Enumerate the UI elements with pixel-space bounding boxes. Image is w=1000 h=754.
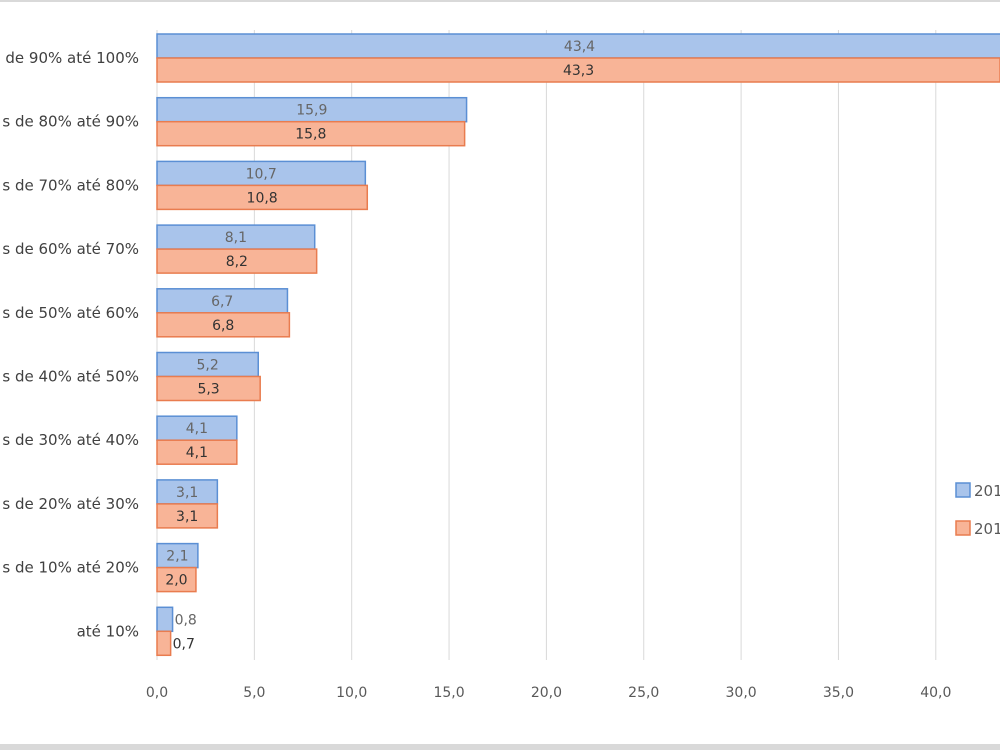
bar xyxy=(156,566,197,593)
x-tick-label: 20,0 xyxy=(531,685,562,701)
bar xyxy=(156,415,238,441)
x-tick-label: 5,0 xyxy=(243,685,265,701)
legend-label: 201 xyxy=(974,482,1000,500)
frame-top-border xyxy=(0,0,1000,2)
data-label: 6,7 xyxy=(211,294,233,310)
category-label: s de 30% até 40% xyxy=(2,431,139,449)
data-label: 8,1 xyxy=(225,230,247,246)
category-label: s de 40% até 50% xyxy=(2,368,139,386)
data-label: 4,1 xyxy=(186,421,208,437)
x-tick-label: 10,0 xyxy=(336,685,367,701)
bar xyxy=(156,630,172,657)
bar xyxy=(156,375,261,402)
data-label: 15,9 xyxy=(296,103,327,119)
data-label: 2,0 xyxy=(165,573,187,589)
data-label: 2,1 xyxy=(166,549,188,565)
category-label: s de 80% até 90% xyxy=(2,113,139,131)
bar xyxy=(156,503,219,529)
data-label: 8,2 xyxy=(226,254,248,270)
data-label: 0,8 xyxy=(175,612,197,628)
data-label: 43,3 xyxy=(563,63,594,79)
bar xyxy=(156,351,259,378)
category-label: de 90% até 100% xyxy=(5,49,139,67)
bar xyxy=(156,120,466,147)
x-tick-label: 35,0 xyxy=(823,685,854,701)
category-label: s de 50% até 60% xyxy=(2,304,139,322)
data-label: 6,8 xyxy=(212,318,234,334)
x-tick-label: 15,0 xyxy=(433,685,464,701)
data-label: 15,8 xyxy=(295,127,326,143)
data-label: 0,7 xyxy=(173,636,195,652)
data-label: 3,1 xyxy=(176,485,198,501)
bar xyxy=(156,479,219,505)
legend-label: 201 xyxy=(974,520,1000,538)
bar xyxy=(156,312,291,338)
data-label: 10,8 xyxy=(247,190,278,206)
bar xyxy=(156,184,369,211)
bar xyxy=(156,248,318,274)
x-tick-label: 30,0 xyxy=(726,685,757,701)
data-label: 43,4 xyxy=(564,39,595,55)
bar xyxy=(156,439,238,465)
data-label: 4,1 xyxy=(186,445,208,461)
legend-swatch xyxy=(955,520,971,536)
category-label: s de 70% até 80% xyxy=(2,176,139,194)
legend-swatch xyxy=(955,482,971,498)
data-label: 5,3 xyxy=(197,382,219,398)
category-label: até 10% xyxy=(77,622,139,640)
bar xyxy=(156,606,174,633)
x-tick-label: 40,0 xyxy=(920,685,951,701)
data-label: 3,1 xyxy=(176,509,198,525)
bar xyxy=(156,160,367,187)
category-label: s de 10% até 20% xyxy=(2,559,139,577)
category-label: s de 60% até 70% xyxy=(2,240,139,258)
data-label: 5,2 xyxy=(196,358,218,374)
data-label: 10,7 xyxy=(246,166,277,182)
bar xyxy=(156,224,316,250)
bar xyxy=(156,288,289,314)
x-tick-label: 25,0 xyxy=(628,685,659,701)
x-tick-label: 0,0 xyxy=(146,685,168,701)
category-label: s de 20% até 30% xyxy=(2,495,139,513)
frame-bottom-border xyxy=(0,744,1000,750)
bar xyxy=(156,57,1000,83)
